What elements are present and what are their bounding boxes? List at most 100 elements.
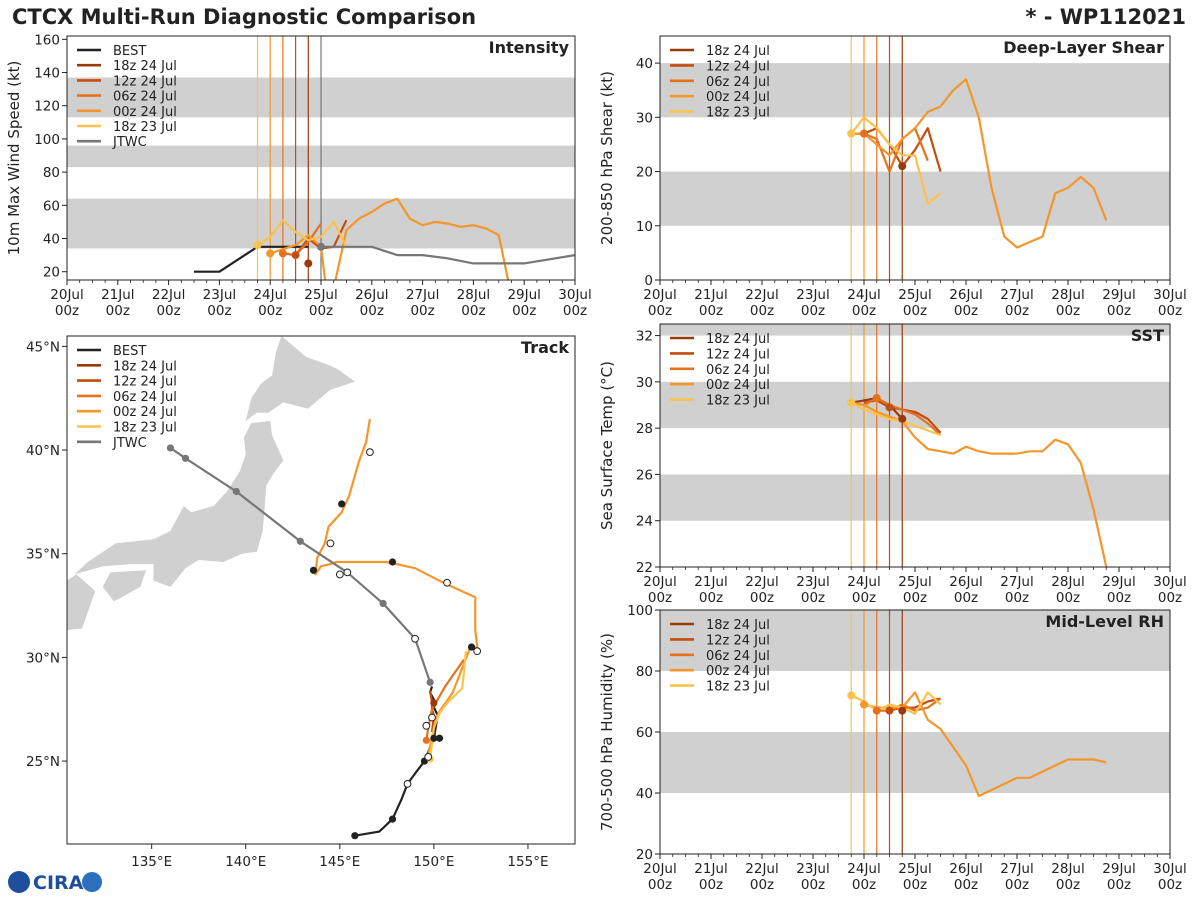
x-tick-label-date: 28Jul bbox=[1051, 861, 1084, 877]
x-tick-label-hour: 00z bbox=[750, 303, 774, 319]
x-tick-label-date: 24Jul bbox=[847, 287, 880, 303]
panel-shear: 01020304020Jul00z21Jul00z22Jul00z23Jul00… bbox=[598, 35, 1187, 319]
x-tick-label-date: 22Jul bbox=[745, 287, 778, 303]
x-tick-label-date: 30Jul bbox=[558, 287, 591, 303]
x-tick-label-hour: 00z bbox=[852, 590, 876, 606]
init-marker-00z-24-jul bbox=[266, 249, 275, 258]
x-tick-label-date: 20Jul bbox=[643, 287, 676, 303]
shade-band-1 bbox=[660, 63, 1170, 118]
y-tick-label: 100 bbox=[34, 132, 60, 148]
x-tick-label-hour: 00z bbox=[156, 303, 180, 319]
x-tick-label-hour: 00z bbox=[699, 303, 723, 319]
legend-label: 18z 24 Jul bbox=[113, 359, 177, 374]
x-tick-label-hour: 00z bbox=[1005, 877, 1029, 893]
x-tick-label-hour: 00z bbox=[648, 590, 672, 606]
series-line-06z-24-jul bbox=[282, 222, 322, 257]
init-marker-18z-23-jul bbox=[253, 241, 262, 250]
x-tick-label-hour: 00z bbox=[1056, 303, 1080, 319]
track-point-best bbox=[467, 643, 476, 651]
y-tick-label: 40 bbox=[636, 56, 653, 72]
figure-title: CTCX Multi-Run Diagnostic Comparison bbox=[12, 5, 477, 29]
track-point-best bbox=[351, 832, 359, 840]
x-tick-label-hour: 00z bbox=[648, 877, 672, 893]
panel-intensity: 2040608010012014016020Jul00z21Jul00z22Ju… bbox=[5, 32, 592, 319]
y-tick-label: 60 bbox=[636, 725, 653, 741]
x-tick-label-date: 29Jul bbox=[507, 287, 540, 303]
y-tick-label: 80 bbox=[636, 664, 653, 680]
panel-track: 25°N 30°N 35°N 40°N 45°N 135°E 140°E 145°E 150°E… bbox=[26, 335, 576, 870]
init-marker-06z-24-jul bbox=[860, 129, 868, 138]
panel-title-intensity: Intensity bbox=[489, 38, 570, 57]
storm-id: * - WP112021 bbox=[1025, 5, 1186, 29]
legend-label: JTWC bbox=[112, 135, 147, 150]
legend-label: 18z 24 Jul bbox=[706, 332, 770, 347]
y-tick-label: 140 bbox=[34, 66, 60, 82]
x-tick-label-date: 20Jul bbox=[643, 574, 676, 590]
x-tick-label-date: 25Jul bbox=[898, 861, 931, 877]
x-tick-label-date: 27Jul bbox=[1000, 287, 1033, 303]
legend-label: 18z 24 Jul bbox=[706, 44, 770, 59]
x-tick-label-date: 29Jul bbox=[1102, 287, 1135, 303]
legend-label: 18z 23 Jul bbox=[706, 394, 770, 409]
land-japan-2 bbox=[74, 421, 284, 587]
legend-label: 00z 24 Jul bbox=[113, 405, 177, 420]
legend-label: BEST bbox=[113, 44, 146, 59]
series-line-00z-24-jul bbox=[851, 401, 1108, 567]
x-tick-label-date: 25Jul bbox=[898, 574, 931, 590]
series-line-06z-24-jul bbox=[863, 127, 929, 173]
x-tick-label-hour: 00z bbox=[954, 877, 978, 893]
cira-logo: CIRA bbox=[8, 871, 102, 894]
track-point-hollow-best bbox=[422, 721, 431, 730]
y-tick-label: 25°N bbox=[26, 754, 60, 770]
x-tick-label-date: 25Jul bbox=[898, 287, 931, 303]
y-tick-label: 80 bbox=[43, 165, 60, 181]
init-marker-00z-24-jul bbox=[860, 700, 868, 709]
legend-label: 12z 24 Jul bbox=[706, 59, 770, 74]
land-japan-0 bbox=[67, 574, 96, 630]
x-tick-label-hour: 00z bbox=[954, 303, 978, 319]
track-point-hollow-best bbox=[326, 539, 335, 548]
x-tick-label-date: 28Jul bbox=[1051, 287, 1084, 303]
x-tick-label-hour: 00z bbox=[258, 303, 282, 319]
x-tick-label-date: 22Jul bbox=[745, 861, 778, 877]
y-tick-label: 22 bbox=[636, 560, 653, 576]
x-tick-label-hour: 00z bbox=[1056, 590, 1080, 606]
x-tick-label: 150°E bbox=[413, 854, 454, 870]
x-tick-label-date: 26Jul bbox=[949, 574, 982, 590]
y-tick-label: 0 bbox=[644, 273, 653, 289]
legend-label: 12z 24 Jul bbox=[706, 347, 770, 362]
x-tick-label-date: 21Jul bbox=[694, 861, 727, 877]
x-tick-label-hour: 00z bbox=[106, 303, 130, 319]
x-tick-label-date: 27Jul bbox=[1000, 574, 1033, 590]
cira-logo-badge bbox=[82, 872, 102, 892]
init-marker-06z-24-jul bbox=[278, 249, 287, 258]
shade-band-0 bbox=[660, 732, 1170, 793]
x-tick-label-date: 20Jul bbox=[643, 861, 676, 877]
track-point-18z-24-jul bbox=[430, 699, 438, 707]
x-tick-label-hour: 00z bbox=[852, 303, 876, 319]
x-tick-label-hour: 00z bbox=[852, 877, 876, 893]
track-point-hollow-best bbox=[403, 779, 412, 788]
shade-band-0 bbox=[660, 171, 1170, 226]
init-marker-18z-24-jul bbox=[898, 162, 907, 171]
series-line-best bbox=[194, 245, 309, 273]
x-tick-label-hour: 00z bbox=[207, 303, 231, 319]
shade-band-2 bbox=[660, 324, 1170, 336]
panel-title-track: Track bbox=[521, 338, 569, 357]
y-tick-label: 30 bbox=[636, 110, 653, 126]
y-tick-label: 28 bbox=[636, 421, 653, 437]
series-line-06z-24-jul bbox=[425, 658, 465, 741]
series-line-00z-24-jul bbox=[851, 78, 1108, 249]
x-tick-label-hour: 00z bbox=[512, 303, 536, 319]
legend-label: 06z 24 Jul bbox=[113, 390, 177, 405]
track-point-hollow-best bbox=[473, 647, 482, 656]
x-tick-label-hour: 00z bbox=[1158, 303, 1182, 319]
series-line-jtwc bbox=[321, 245, 575, 265]
x-tick-label-hour: 00z bbox=[750, 590, 774, 606]
y-tick-label: 35°N bbox=[26, 547, 60, 563]
y-tick-label: 160 bbox=[34, 32, 60, 48]
x-tick-label-hour: 00z bbox=[903, 590, 927, 606]
